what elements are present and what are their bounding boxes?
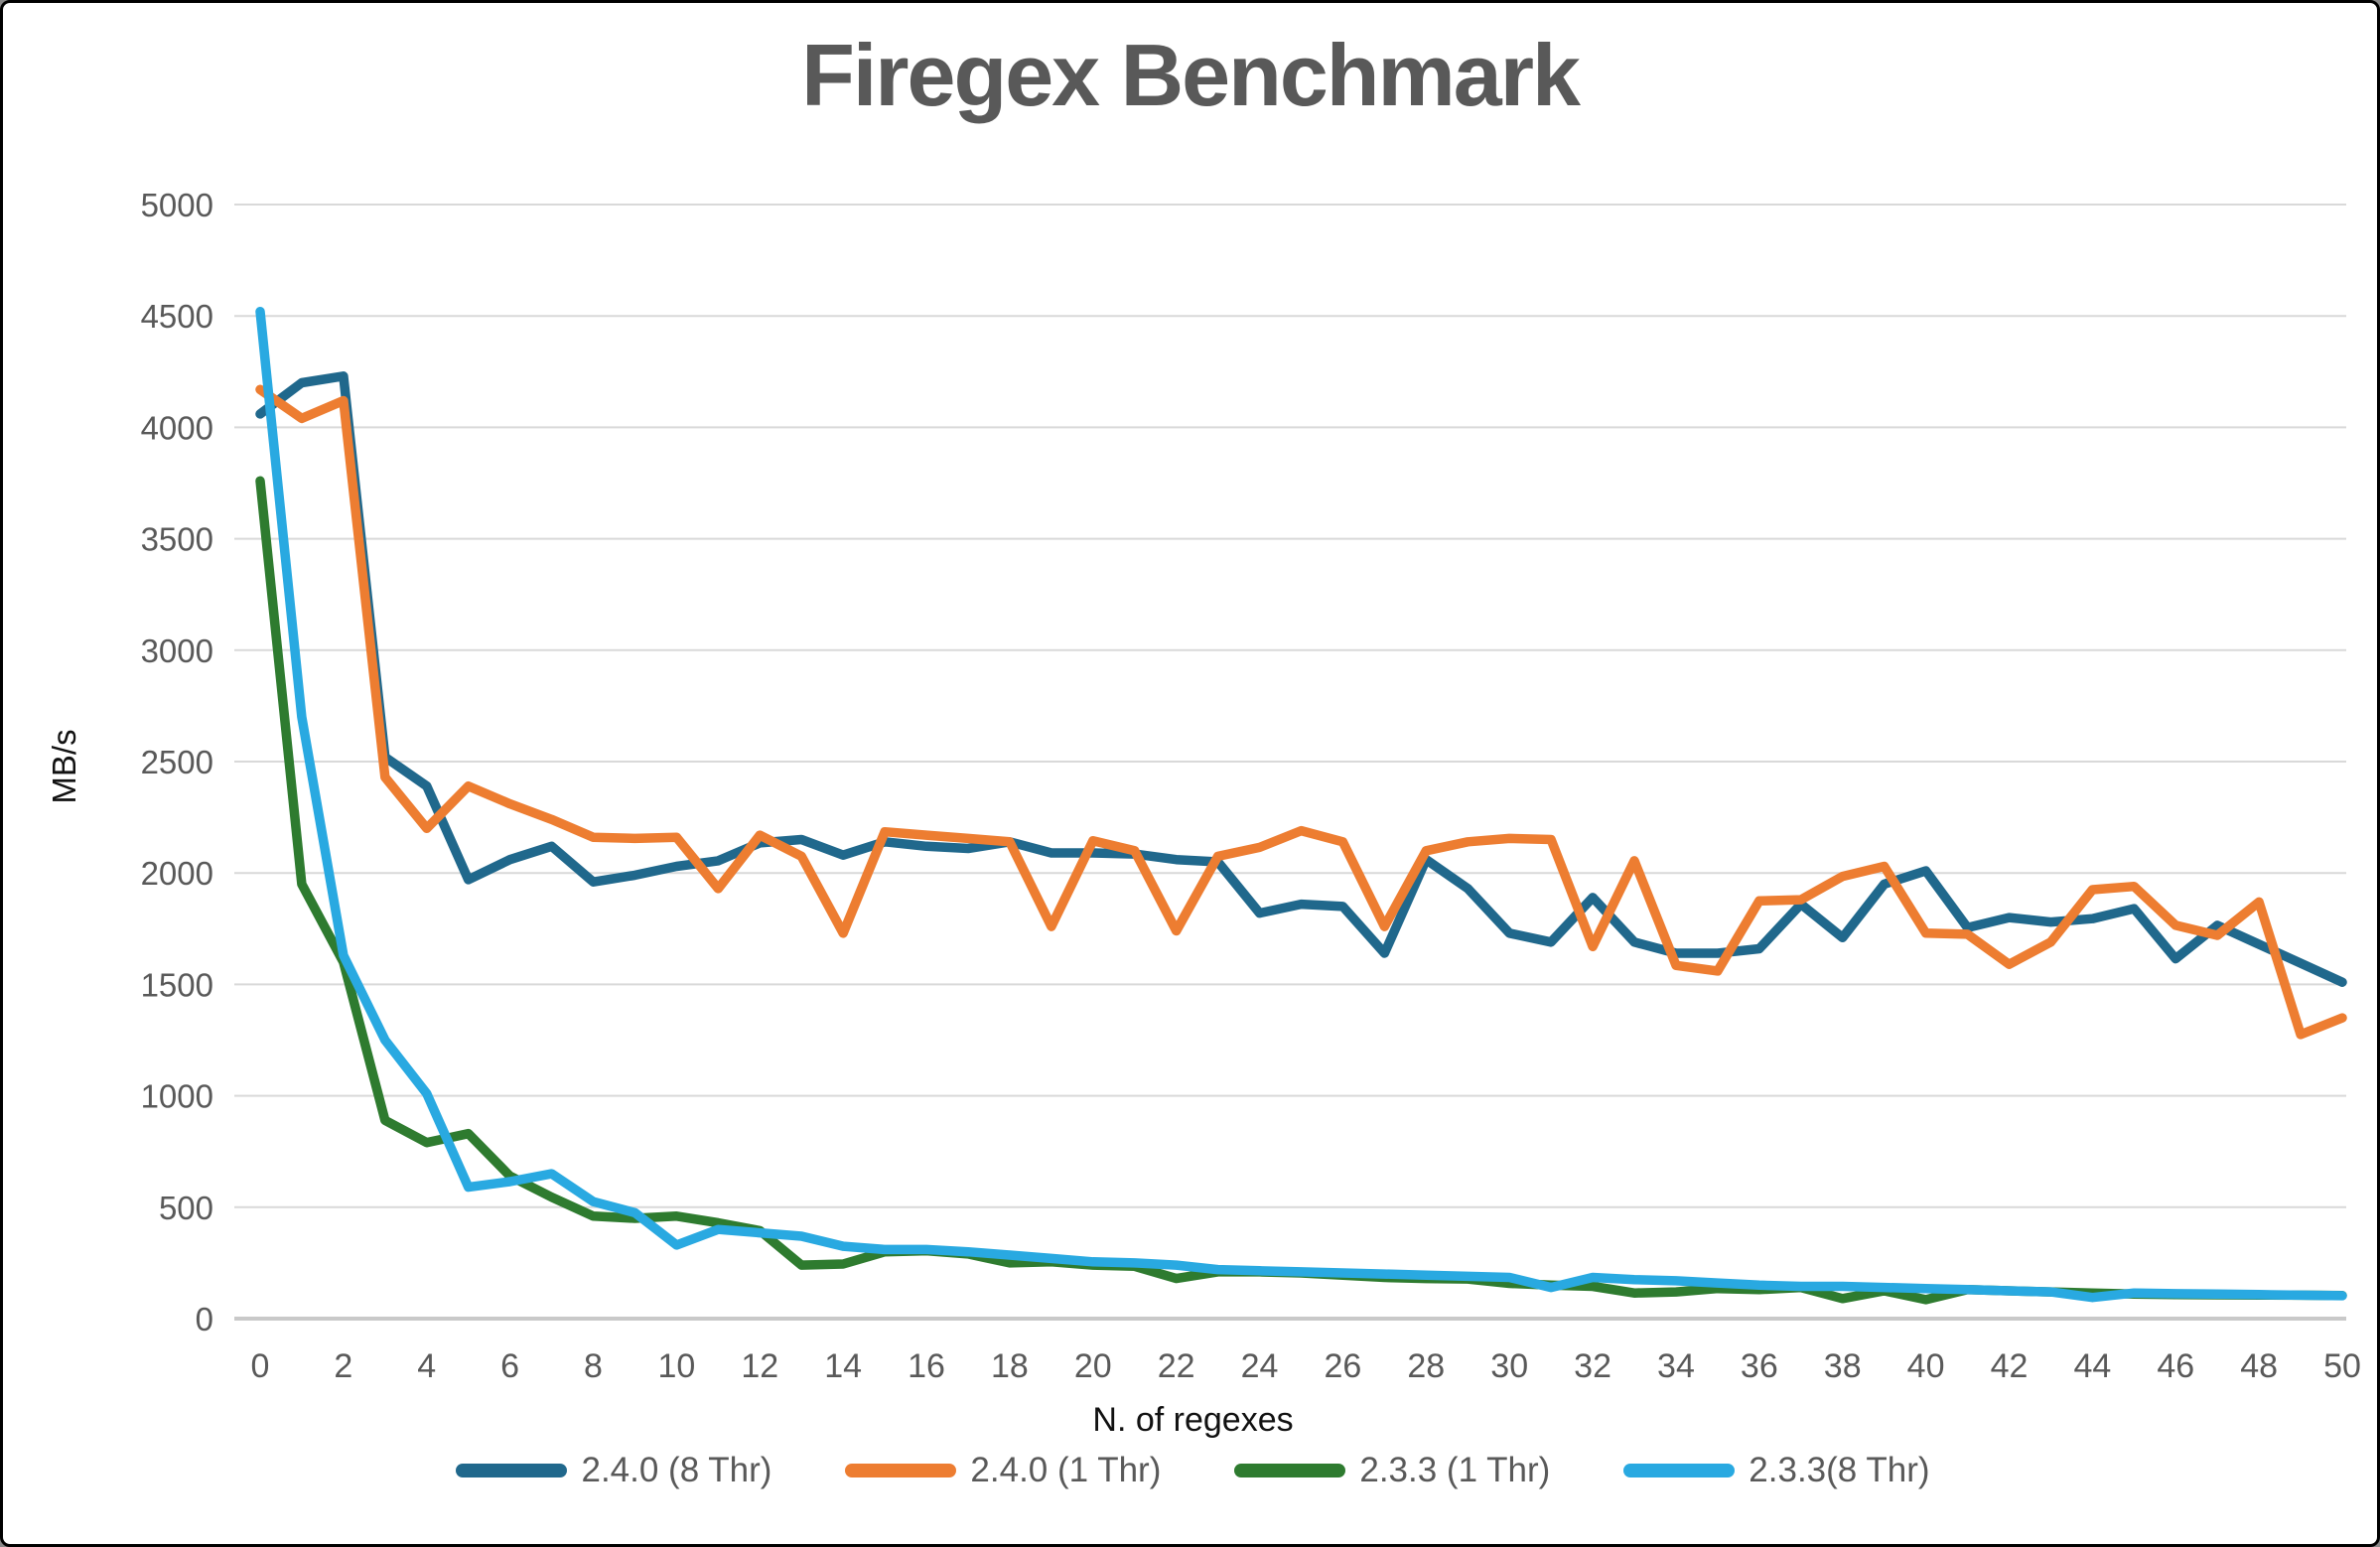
series-line-2-4-0-1-thr [255, 384, 2347, 1040]
x-tick-label-44: 44 [2073, 1347, 2111, 1385]
x-tick-label-36: 36 [1741, 1347, 1778, 1385]
x-tick-label-42: 42 [1991, 1347, 2029, 1385]
legend-label: 2.4.0 (1 Thr) [970, 1451, 1162, 1489]
y-tick-label-5000: 5000 [141, 187, 213, 223]
series-line-2-3-3-8-thr [255, 306, 2347, 1303]
legend-swatch-icon [1623, 1464, 1736, 1477]
x-tick-label-6: 6 [500, 1347, 519, 1385]
x-tick-label-10: 10 [657, 1347, 695, 1385]
x-tick-label-30: 30 [1490, 1347, 1528, 1385]
legend-label: 2.3.3 (1 Thr) [1359, 1451, 1551, 1489]
x-tick-label-32: 32 [1574, 1347, 1611, 1385]
x-tick-label-0: 0 [251, 1347, 270, 1385]
legend-label: 2.3.3(8 Thr) [1749, 1451, 1930, 1489]
y-tick-label-3500: 3500 [141, 521, 213, 558]
series-line-2-4-0-8-thr [255, 371, 2347, 987]
x-tick-label-12: 12 [741, 1347, 778, 1385]
y-tick-label-500: 500 [159, 1190, 213, 1226]
y-tick-label-2000: 2000 [141, 855, 213, 892]
x-axis-title: N. of regexes [1092, 1401, 1294, 1439]
series-line-2-3-3-1-thr [255, 476, 2347, 1305]
x-tick-label-34: 34 [1657, 1347, 1695, 1385]
legend-item: 2.3.3(8 Thr) [1623, 1451, 1930, 1490]
y-tick-label-0: 0 [196, 1301, 213, 1337]
plot-area: 0500100015002000250030003500400045005000… [141, 187, 2361, 1385]
y-axis-title: MB/s [46, 729, 82, 804]
y-tick-label-2500: 2500 [141, 744, 213, 780]
y-tick-label-4500: 4500 [141, 298, 213, 335]
chart-title: Firegex Benchmark [801, 26, 1581, 124]
x-tick-label-24: 24 [1241, 1347, 1279, 1385]
x-tick-label-4: 4 [417, 1347, 436, 1385]
x-tick-label-26: 26 [1325, 1347, 1362, 1385]
legend-item: 2.4.0 (8 Thr) [456, 1451, 771, 1490]
legend-item: 2.4.0 (1 Thr) [845, 1451, 1161, 1490]
x-tick-label-14: 14 [824, 1347, 862, 1385]
x-tick-label-48: 48 [2240, 1347, 2278, 1385]
legend: 2.4.0 (8 Thr) 2.4.0 (1 Thr) 2.3.3 (1 Thr) 2… [3, 1451, 2377, 1490]
legend-swatch-icon [845, 1464, 957, 1477]
y-tick-label-1000: 1000 [141, 1078, 213, 1115]
y-tick-label-3000: 3000 [141, 633, 213, 669]
legend-swatch-icon [456, 1464, 568, 1477]
x-tick-label-46: 46 [2157, 1347, 2194, 1385]
x-tick-label-8: 8 [584, 1347, 603, 1385]
y-tick-label-4000: 4000 [141, 409, 213, 446]
x-tick-label-38: 38 [1824, 1347, 1862, 1385]
x-tick-label-50: 50 [2323, 1347, 2361, 1385]
x-tick-label-18: 18 [991, 1347, 1029, 1385]
x-tick-label-16: 16 [908, 1347, 945, 1385]
x-tick-label-2: 2 [334, 1347, 352, 1385]
x-tick-label-28: 28 [1407, 1347, 1445, 1385]
y-tick-label-1500: 1500 [141, 966, 213, 1003]
x-tick-label-22: 22 [1158, 1347, 1195, 1385]
x-tick-label-40: 40 [1907, 1347, 1945, 1385]
legend-item: 2.3.3 (1 Thr) [1234, 1451, 1550, 1490]
legend-swatch-icon [1234, 1464, 1346, 1477]
x-tick-label-20: 20 [1074, 1347, 1112, 1385]
legend-label: 2.4.0 (8 Thr) [581, 1451, 772, 1489]
